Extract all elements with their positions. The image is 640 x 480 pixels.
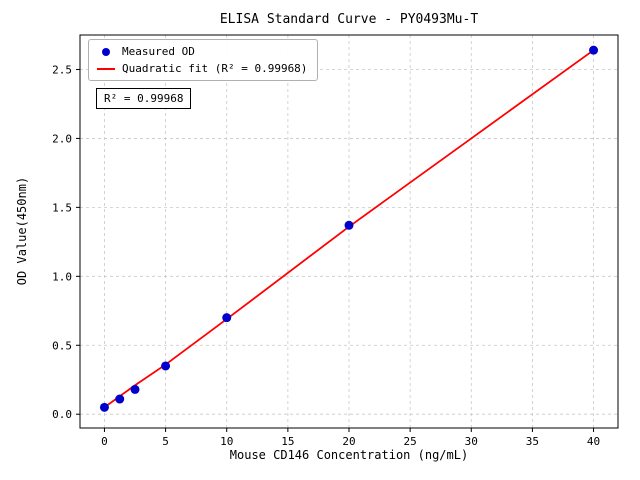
legend-label-measured: Measured OD <box>122 45 195 58</box>
fit-line <box>103 49 595 409</box>
y-tick-label: 1.0 <box>52 270 72 283</box>
measured-od-marker-icon <box>102 47 110 56</box>
y-tick-label: 0.5 <box>52 339 72 352</box>
x-tick-label: 35 <box>526 435 539 448</box>
data-point <box>344 220 354 230</box>
data-point <box>589 45 599 55</box>
y-tick-label: 0.0 <box>52 408 72 421</box>
data-point <box>115 394 125 404</box>
x-tick-label: 0 <box>101 435 108 448</box>
data-point <box>99 402 109 412</box>
x-tick-label: 10 <box>220 435 233 448</box>
chart-title: ELISA Standard Curve - PY0493Mu-T <box>219 12 479 27</box>
legend-item-measured: Measured OD <box>97 45 307 58</box>
x-tick-label: 25 <box>404 435 417 448</box>
x-tick-label: 15 <box>281 435 294 448</box>
y-tick-label: 2.0 <box>52 132 72 145</box>
legend: Measured OD Quadratic fit (R² = 0.99968) <box>88 39 319 81</box>
x-tick-label: 30 <box>465 435 478 448</box>
y-tick-label: 1.5 <box>52 201 72 214</box>
x-tick-label: 20 <box>342 435 355 448</box>
y-axis-label: OD Value(450nm) <box>15 176 29 286</box>
x-tick-label: 5 <box>162 435 169 448</box>
x-tick-label: 40 <box>587 435 600 448</box>
data-point <box>222 313 232 323</box>
data-point <box>161 361 171 371</box>
r-squared-annotation: R² = 0.99968 <box>96 88 192 109</box>
x-axis-label: Mouse CD146 Concentration (ng/mL) <box>229 448 469 462</box>
data-point <box>130 384 140 394</box>
fit-line-marker-icon <box>97 67 115 70</box>
legend-label-fit: Quadratic fit (R² = 0.99968) <box>122 62 308 75</box>
legend-item-fit: Quadratic fit (R² = 0.99968) <box>97 62 307 75</box>
y-tick-label: 2.5 <box>52 63 72 76</box>
